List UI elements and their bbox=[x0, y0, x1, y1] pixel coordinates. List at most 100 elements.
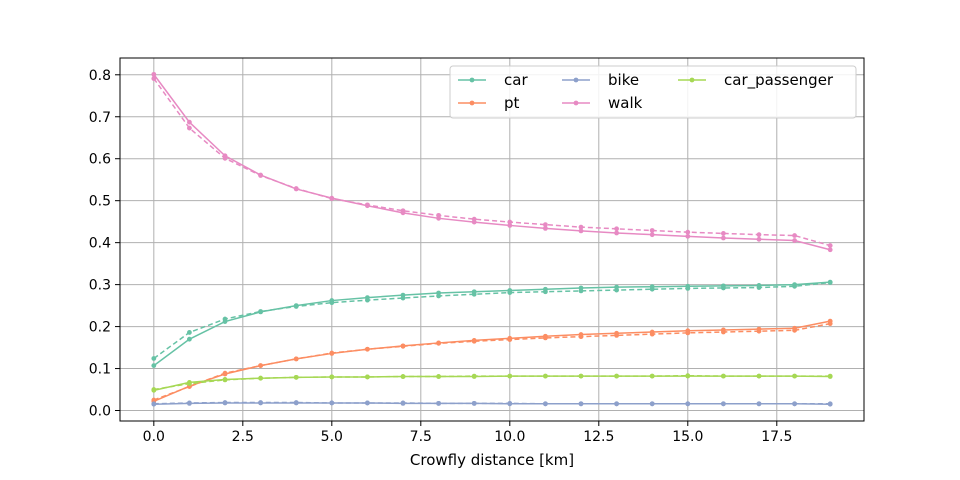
data-point-walk-dashed bbox=[400, 208, 406, 214]
data-point-bike-dashed bbox=[542, 401, 548, 407]
data-point-pt-dashed bbox=[685, 330, 691, 336]
data-point-bike-dashed bbox=[792, 401, 797, 407]
data-point-car-dashed bbox=[756, 285, 762, 290]
data-point-walk-solid bbox=[614, 230, 619, 236]
data-point-bike-dashed bbox=[578, 401, 584, 407]
data-point-car_passenger-dashed bbox=[827, 373, 833, 379]
x-tick-label: 2.5 bbox=[232, 429, 254, 445]
data-point-car_passenger-dashed bbox=[400, 374, 406, 379]
data-point-walk-dashed bbox=[827, 243, 833, 248]
data-point-pt-dashed bbox=[400, 343, 406, 349]
data-point-car_passenger-dashed bbox=[614, 373, 619, 379]
data-point-car-dashed bbox=[614, 287, 619, 293]
data-point-walk-solid bbox=[187, 119, 192, 125]
data-point-walk-dashed bbox=[471, 216, 477, 222]
legend-label: walk bbox=[608, 94, 643, 112]
data-point-car-dashed bbox=[293, 304, 299, 309]
data-point-walk-dashed bbox=[507, 219, 513, 225]
x-tick-label: 7.5 bbox=[410, 429, 432, 445]
data-point-pt-dashed bbox=[720, 329, 726, 335]
data-point-car-dashed bbox=[507, 290, 513, 295]
series-pt bbox=[151, 318, 833, 404]
data-point-car-dashed bbox=[471, 291, 477, 297]
data-point-pt-dashed bbox=[756, 328, 762, 334]
series-line-pt-dashed bbox=[153, 322, 831, 401]
data-point-pt-dashed bbox=[258, 363, 264, 369]
data-point-walk-dashed bbox=[685, 229, 691, 235]
data-point-pt-dashed bbox=[792, 327, 797, 333]
data-point-car_passenger-dashed bbox=[720, 373, 726, 379]
data-point-car_passenger-dashed bbox=[329, 374, 335, 380]
data-point-car_passenger-dashed bbox=[507, 373, 513, 379]
data-point-car-dashed bbox=[827, 280, 833, 285]
data-point-car-solid bbox=[187, 336, 192, 342]
data-point-car-dashed bbox=[542, 289, 548, 295]
series-line-car_passenger-dashed bbox=[153, 374, 831, 391]
series-car_passenger bbox=[151, 373, 833, 393]
data-point-bike-dashed bbox=[827, 401, 833, 407]
data-point-walk-dashed bbox=[578, 224, 584, 230]
x-axis: 0.0 2.5 5.0 7.5 10.0 12.5 15.0 17.5 bbox=[143, 421, 792, 445]
data-point-pt-dashed bbox=[649, 331, 655, 337]
x-tick-label: 5.0 bbox=[321, 429, 343, 445]
data-point-pt-dashed bbox=[827, 321, 833, 327]
legend-swatch-marker bbox=[573, 77, 579, 83]
legend-swatch-marker bbox=[469, 100, 475, 106]
series-walk bbox=[151, 71, 833, 253]
series-car bbox=[151, 279, 833, 369]
data-point-bike-dashed bbox=[436, 400, 442, 406]
data-point-pt-dashed bbox=[329, 350, 335, 356]
data-point-walk-solid bbox=[756, 236, 762, 242]
legend-label: pt bbox=[504, 94, 520, 112]
legend-label: bike bbox=[608, 71, 639, 89]
x-tick-label: 0.0 bbox=[143, 429, 165, 445]
data-point-car_passenger-dashed bbox=[649, 373, 655, 379]
data-point-bike-dashed bbox=[507, 400, 513, 406]
data-point-bike-dashed bbox=[720, 401, 726, 407]
data-point-walk-dashed bbox=[436, 212, 442, 218]
data-point-car-dashed bbox=[222, 316, 228, 322]
data-point-pt-dashed bbox=[542, 335, 548, 341]
legend-item-bike: bike bbox=[562, 71, 639, 89]
data-point-bike-dashed bbox=[222, 400, 228, 405]
y-tick-label: 0.7 bbox=[89, 110, 111, 126]
legend-item-pt: pt bbox=[458, 94, 520, 112]
series-layer bbox=[151, 71, 833, 407]
data-point-bike-dashed bbox=[329, 400, 335, 406]
data-point-walk-dashed bbox=[187, 125, 192, 131]
data-point-walk-dashed bbox=[542, 222, 548, 228]
data-point-car_passenger-dashed bbox=[436, 374, 442, 379]
data-point-car_passenger-dashed bbox=[792, 373, 797, 379]
x-tick-label: 12.5 bbox=[583, 429, 614, 445]
data-point-pt-dashed bbox=[151, 397, 157, 403]
data-point-bike-dashed bbox=[187, 400, 192, 406]
data-point-walk-dashed bbox=[151, 76, 157, 81]
data-point-walk-solid bbox=[578, 228, 584, 234]
data-point-car-dashed bbox=[329, 300, 335, 306]
data-point-car-dashed bbox=[578, 288, 584, 294]
legend-label: car bbox=[504, 71, 528, 89]
data-point-walk-dashed bbox=[365, 202, 370, 208]
data-point-bike-dashed bbox=[293, 400, 299, 405]
x-tick-label: 17.5 bbox=[761, 429, 792, 445]
data-point-car_passenger-dashed bbox=[258, 375, 264, 381]
data-point-car_passenger-dashed bbox=[293, 374, 299, 380]
y-tick-label: 0.0 bbox=[89, 404, 111, 420]
data-point-car_passenger-dashed bbox=[187, 381, 192, 387]
data-point-walk-dashed bbox=[258, 173, 264, 178]
data-point-car_passenger-dashed bbox=[756, 373, 762, 379]
data-point-car_passenger-dashed bbox=[365, 374, 370, 380]
x-tick-label: 10.0 bbox=[494, 429, 525, 445]
data-point-bike-dashed bbox=[649, 401, 655, 407]
legend-item-car: car bbox=[458, 71, 528, 89]
data-point-pt-dashed bbox=[222, 370, 228, 376]
x-tick-label: 15.0 bbox=[672, 429, 703, 445]
data-point-car_passenger-dashed bbox=[222, 377, 228, 383]
data-point-car-dashed bbox=[720, 285, 726, 291]
legend-swatch-marker bbox=[573, 100, 579, 106]
data-point-walk-solid bbox=[507, 223, 513, 228]
plot-frame bbox=[119, 57, 865, 422]
legend-swatch-marker bbox=[469, 77, 475, 83]
data-point-walk-dashed bbox=[756, 232, 762, 238]
